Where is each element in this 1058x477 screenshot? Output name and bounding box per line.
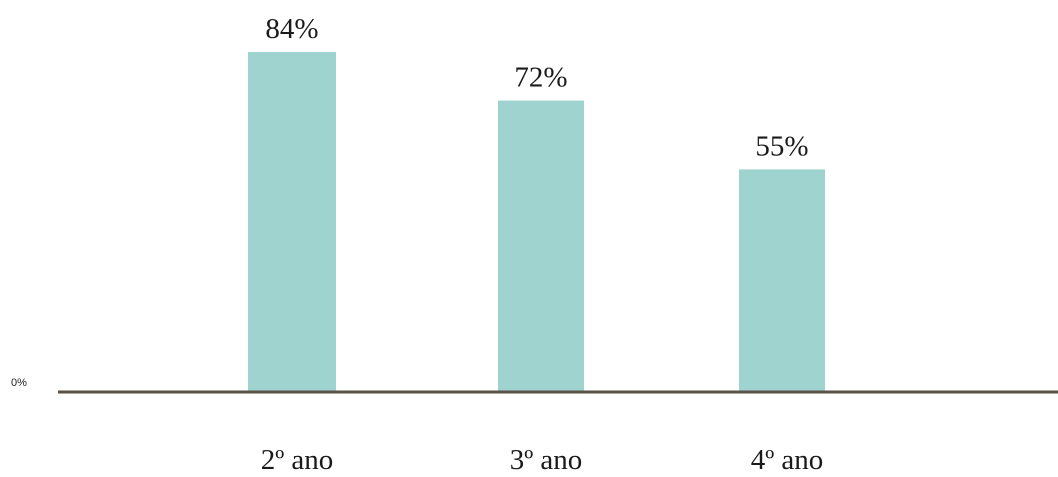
y-axis-tick-label: 0% [11, 377, 27, 389]
value-labels-group: 84% 72% 55% [265, 13, 808, 162]
x-axis-category-label: 4º ano [751, 444, 824, 476]
category-labels-group: 2º ano 3º ano 4º ano [261, 444, 824, 476]
bar-1 [248, 52, 336, 392]
bar-value-label: 84% [265, 13, 318, 45]
bar-value-label: 55% [755, 130, 808, 162]
bars-group [248, 52, 825, 393]
x-axis-category-label: 3º ano [510, 444, 583, 476]
x-axis-category-label: 2º ano [261, 444, 334, 476]
bar-value-label: 72% [514, 62, 567, 94]
bar-2 [498, 100, 584, 393]
bar-3 [739, 169, 825, 392]
